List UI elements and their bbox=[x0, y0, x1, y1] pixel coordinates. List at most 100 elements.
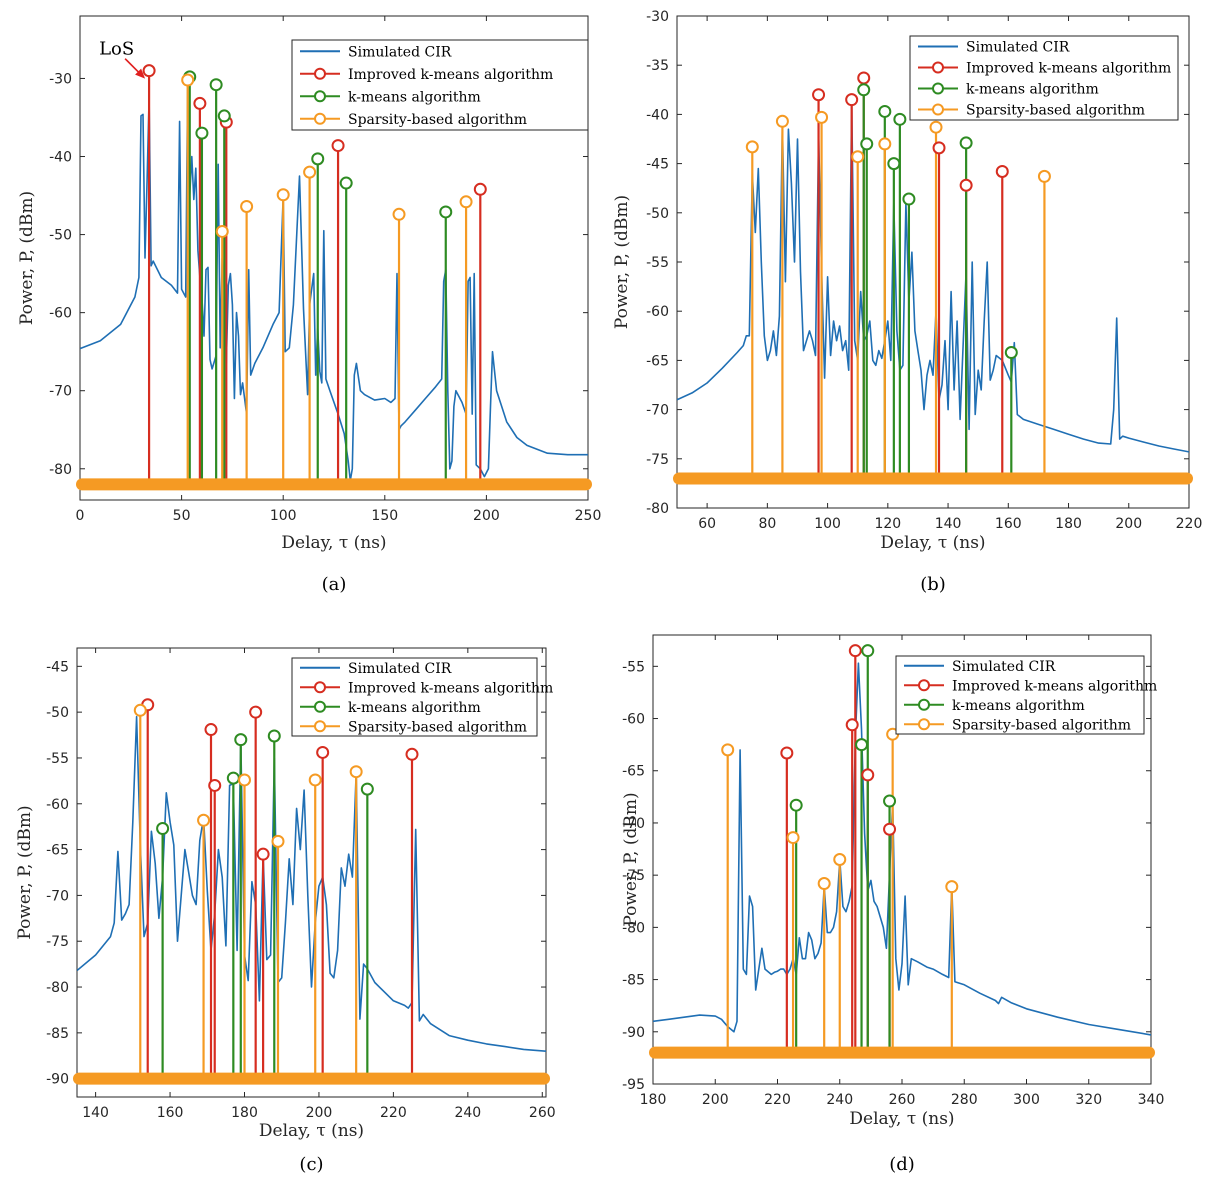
legend-marker bbox=[918, 679, 930, 692]
y-tick-label: -65 bbox=[646, 353, 669, 369]
x-tick-label: 280 bbox=[951, 1092, 978, 1108]
stem-series bbox=[146, 704, 414, 1079]
y-axis-label: Power, P, (dBm) bbox=[612, 195, 632, 329]
axes-box bbox=[79, 15, 589, 501]
legend-label: Simulated CIR bbox=[966, 40, 1070, 56]
stem-marker bbox=[215, 224, 229, 238]
x-tick-label: 100 bbox=[814, 516, 841, 532]
x-tick-label: 180 bbox=[231, 1105, 258, 1121]
stem-marker bbox=[311, 152, 325, 166]
stem-series bbox=[726, 734, 953, 1053]
y-tick-label: -70 bbox=[46, 888, 69, 904]
stem-marker bbox=[195, 126, 209, 140]
legend-marker bbox=[918, 718, 930, 731]
stem-series bbox=[161, 735, 369, 1079]
legend-label: Simulated CIR bbox=[348, 44, 452, 60]
y-tick-label: -80 bbox=[646, 501, 669, 517]
y-tick-label: -45 bbox=[46, 659, 69, 675]
stem-marker bbox=[360, 782, 374, 796]
legend: Simulated CIR Improved k-means algorithm k… bbox=[291, 39, 589, 131]
stem-marker bbox=[861, 768, 875, 782]
stem-marker bbox=[780, 746, 794, 760]
x-tick-label: 60 bbox=[698, 516, 716, 532]
legend-label: Improved k-means algorithm bbox=[966, 61, 1171, 77]
stem-marker bbox=[204, 723, 218, 737]
y-tick-label: -45 bbox=[646, 157, 669, 173]
stem-marker bbox=[240, 199, 254, 213]
x-axis-label: Delay, τ (ns) bbox=[849, 1109, 954, 1129]
stem-marker bbox=[902, 192, 916, 206]
stem-marker bbox=[959, 178, 973, 192]
stem-series bbox=[785, 650, 891, 1053]
panel-caption: (d) bbox=[889, 1154, 915, 1175]
stem-marker bbox=[860, 137, 874, 151]
stem-marker bbox=[226, 771, 240, 785]
x-tick-label: 80 bbox=[758, 516, 776, 532]
x-tick-label: 220 bbox=[1176, 516, 1203, 532]
stem-marker bbox=[929, 120, 943, 134]
y-tick-label: -75 bbox=[646, 452, 669, 468]
y-axis-label: Power, P, (dBm) bbox=[17, 191, 37, 325]
plot-area bbox=[80, 64, 588, 485]
stem-marker bbox=[1037, 169, 1051, 183]
stem-marker bbox=[959, 136, 973, 150]
stem-marker bbox=[1004, 346, 1018, 360]
plot-area bbox=[653, 644, 1151, 1053]
stem-marker bbox=[855, 738, 869, 752]
stem-marker bbox=[878, 104, 892, 118]
stem-marker bbox=[851, 150, 865, 164]
stem-marker bbox=[339, 176, 353, 190]
y-tick-label: -70 bbox=[646, 403, 669, 419]
x-tick-label: 140 bbox=[935, 516, 962, 532]
x-axis-label: Delay, τ (ns) bbox=[880, 533, 985, 553]
x-tick-label: 340 bbox=[1138, 1092, 1165, 1108]
cir-line bbox=[653, 662, 1151, 1036]
stem-series bbox=[751, 117, 1046, 479]
stem-marker bbox=[392, 207, 406, 221]
x-tick-label: 160 bbox=[995, 516, 1022, 532]
x-tick-label: 150 bbox=[371, 508, 398, 524]
legend-marker bbox=[918, 698, 930, 711]
axes-box bbox=[76, 647, 547, 1098]
y-tick-label: -50 bbox=[46, 705, 69, 721]
panel-b: 60 80 100 120 140 160 180 200 220 -80 -75 -70 -65 -60… bbox=[612, 9, 1202, 595]
stem-marker bbox=[812, 88, 826, 102]
x-axis-label: Delay, τ (ns) bbox=[281, 533, 386, 553]
stem-marker bbox=[238, 773, 251, 787]
stem-marker bbox=[208, 778, 222, 792]
legend-marker bbox=[314, 700, 326, 713]
stem-marker bbox=[156, 822, 170, 836]
y-tick-label: -55 bbox=[646, 255, 669, 271]
y-tick-label: -60 bbox=[46, 797, 69, 813]
legend: Simulated CIR Improved k-means algorithm k… bbox=[909, 35, 1179, 121]
stem-marker bbox=[745, 140, 759, 154]
stem-marker bbox=[721, 743, 735, 757]
legend-label: Improved k-means algorithm bbox=[348, 67, 553, 83]
y-tick-label: -40 bbox=[646, 107, 669, 123]
y-axis-label: Power, P, (dBm) bbox=[15, 805, 35, 939]
legend-label: Sparsity-based algorithm bbox=[348, 112, 527, 128]
x-tick-label: 180 bbox=[1055, 516, 1082, 532]
stem-marker bbox=[331, 139, 345, 153]
stem-marker bbox=[256, 847, 270, 861]
y-tick-label: -65 bbox=[46, 843, 69, 859]
stem-marker bbox=[845, 93, 859, 107]
legend-label: Simulated CIR bbox=[952, 659, 1056, 675]
y-tick-label: -50 bbox=[49, 228, 72, 244]
legend-label: k-means algorithm bbox=[952, 698, 1085, 714]
stem-series bbox=[188, 76, 447, 485]
y-tick-label: -90 bbox=[622, 1025, 645, 1041]
y-tick-label: -80 bbox=[622, 920, 645, 936]
stem-marker bbox=[878, 137, 892, 151]
legend-box bbox=[909, 35, 1179, 121]
stem-marker bbox=[945, 880, 959, 894]
stem-marker bbox=[405, 747, 419, 761]
x-tick-label: 200 bbox=[306, 1105, 333, 1121]
panel-c: 140 160 180 200 220 240 260 -90 -85 -80 -75 -70 -65 -… bbox=[15, 647, 556, 1175]
stem-marker bbox=[786, 831, 800, 845]
y-tick-label: -80 bbox=[49, 462, 72, 478]
stem-series bbox=[186, 80, 468, 485]
plot-area bbox=[77, 698, 546, 1079]
legend-marker bbox=[932, 61, 944, 74]
